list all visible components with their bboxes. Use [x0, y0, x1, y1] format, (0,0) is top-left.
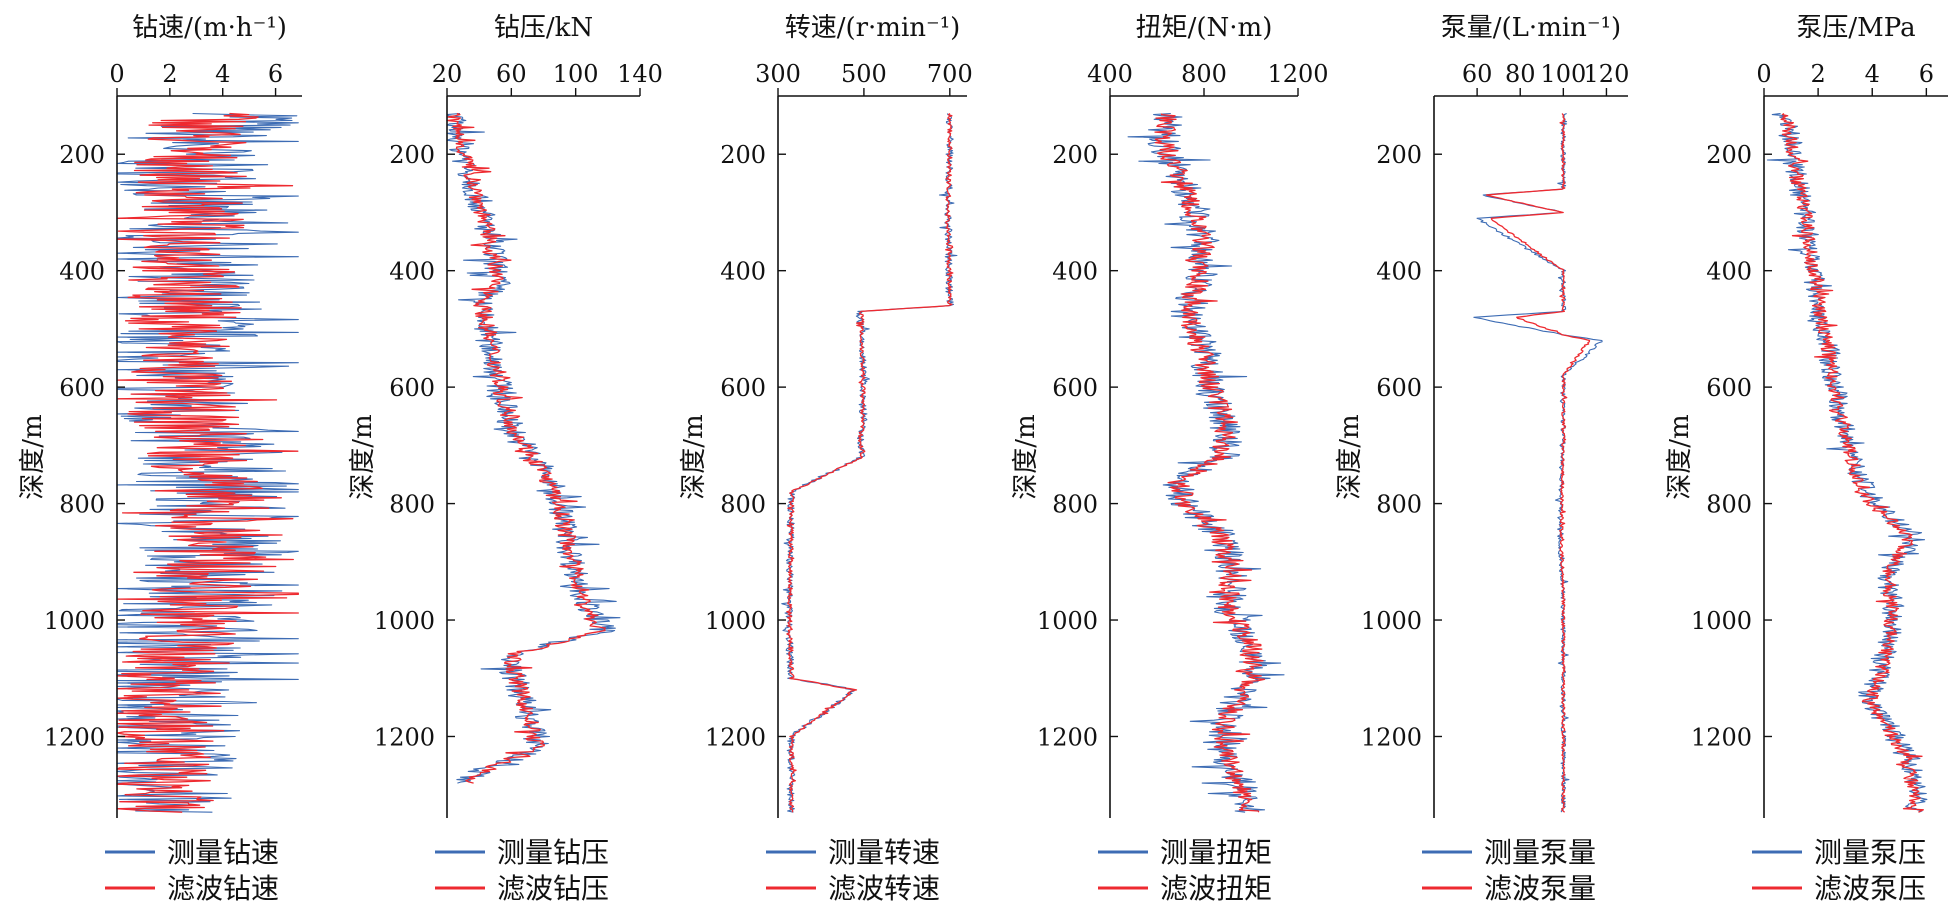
y-tick-label: 400: [1706, 258, 1752, 286]
series-line-measured-2: [446, 112, 621, 784]
y-tick-label: 200: [389, 141, 435, 169]
y-tick-label: 1200: [1691, 723, 1752, 751]
series-line-filtered-3: [786, 112, 954, 813]
legend-label: 滤波泵量: [1484, 872, 1596, 905]
legend-label: 滤波钻压: [497, 872, 609, 905]
series-line-filtered-4: [1154, 113, 1266, 813]
x-tick-label: 20: [432, 60, 463, 88]
panel-title: 转速/(r·min⁻¹): [785, 13, 961, 43]
y-tick-label: 1200: [374, 723, 435, 751]
x-tick-label: 60: [496, 60, 527, 88]
y-tick-label: 600: [389, 374, 435, 402]
y-axis-label: 深度/m: [1335, 414, 1365, 499]
series-line-measured-3: [781, 113, 958, 813]
y-axis-label: 深度/m: [18, 414, 48, 499]
x-tick-label: 300: [755, 60, 801, 88]
x-tick-label: 100: [553, 60, 599, 88]
y-tick-label: 1000: [374, 607, 435, 635]
panel-title: 钻速/(m·h⁻¹): [132, 13, 287, 43]
x-tick-label: 120: [1584, 60, 1630, 88]
y-tick-label: 1200: [44, 723, 105, 751]
x-tick-label: 0: [109, 60, 124, 88]
y-tick-label: 1200: [705, 723, 766, 751]
y-tick-label: 800: [1052, 491, 1098, 519]
legend-label: 测量钻压: [497, 836, 609, 869]
y-axis-label: 深度/m: [348, 414, 378, 499]
y-tick-label: 1000: [1361, 607, 1422, 635]
y-tick-label: 200: [1376, 141, 1422, 169]
legend-label: 滤波钻速: [167, 872, 279, 905]
y-tick-label: 600: [720, 374, 766, 402]
y-axis-label: 深度/m: [679, 414, 709, 499]
y-tick-label: 1200: [1361, 723, 1422, 751]
y-tick-label: 400: [1376, 258, 1422, 286]
y-tick-label: 1000: [1691, 607, 1752, 635]
x-tick-label: 500: [841, 60, 887, 88]
x-tick-label: 1200: [1267, 60, 1328, 88]
x-tick-label: 80: [1505, 60, 1536, 88]
x-tick-label: 2: [162, 60, 177, 88]
y-tick-label: 800: [1376, 491, 1422, 519]
x-tick-label: 6: [268, 60, 283, 88]
y-tick-label: 800: [59, 491, 105, 519]
y-tick-label: 200: [1706, 141, 1752, 169]
x-tick-label: 6: [1919, 60, 1934, 88]
series-line-measured-6: [1766, 112, 1928, 813]
y-tick-label: 800: [720, 491, 766, 519]
legend-label: 测量泵量: [1484, 836, 1596, 869]
y-tick-label: 400: [389, 258, 435, 286]
x-tick-label: 4: [215, 60, 230, 88]
y-tick-label: 200: [1052, 141, 1098, 169]
legend-label: 测量钻速: [167, 836, 279, 869]
y-tick-label: 1200: [1037, 723, 1098, 751]
legend-label: 测量转速: [828, 836, 940, 869]
series-line-filtered-1: [116, 112, 299, 813]
series-line-measured-1: [116, 112, 299, 813]
series-line-filtered-2: [446, 112, 607, 784]
x-tick-label: 60: [1462, 60, 1493, 88]
x-tick-label: 100: [1540, 60, 1586, 88]
panel-title: 泵量/(L·min⁻¹): [1441, 13, 1621, 43]
x-tick-label: 700: [927, 60, 973, 88]
y-tick-label: 1000: [1037, 607, 1098, 635]
legend-label: 测量扭矩: [1160, 836, 1272, 869]
panel-title: 钻压/kN: [494, 13, 593, 43]
y-tick-label: 800: [1706, 491, 1752, 519]
y-tick-label: 600: [1706, 374, 1752, 402]
legend-label: 测量泵压: [1814, 836, 1926, 869]
y-tick-label: 400: [720, 258, 766, 286]
x-tick-label: 4: [1865, 60, 1880, 88]
y-tick-label: 400: [1052, 258, 1098, 286]
y-tick-label: 600: [1052, 374, 1098, 402]
y-tick-label: 200: [720, 141, 766, 169]
x-tick-label: 140: [617, 60, 663, 88]
panel-title: 扭矩/(N·m): [1136, 13, 1273, 43]
y-tick-label: 600: [59, 374, 105, 402]
x-tick-label: 800: [1181, 60, 1227, 88]
y-axis-label: 深度/m: [1011, 414, 1041, 499]
x-tick-label: 400: [1087, 60, 1133, 88]
y-tick-label: 1000: [705, 607, 766, 635]
y-axis-label: 深度/m: [1665, 414, 1695, 499]
y-tick-label: 200: [59, 141, 105, 169]
series-line-filtered-6: [1780, 112, 1924, 813]
y-tick-label: 600: [1376, 374, 1422, 402]
x-tick-label: 2: [1810, 60, 1825, 88]
x-tick-label: 0: [1756, 60, 1771, 88]
y-tick-label: 800: [389, 491, 435, 519]
panel-title: 泵压/MPa: [1796, 13, 1915, 43]
legend-label: 滤波泵压: [1814, 872, 1926, 905]
y-tick-label: 1000: [44, 607, 105, 635]
legend-label: 滤波扭矩: [1160, 872, 1272, 905]
legend-label: 滤波转速: [828, 872, 940, 905]
series-line-filtered-5: [1485, 113, 1591, 813]
y-tick-label: 400: [59, 258, 105, 286]
